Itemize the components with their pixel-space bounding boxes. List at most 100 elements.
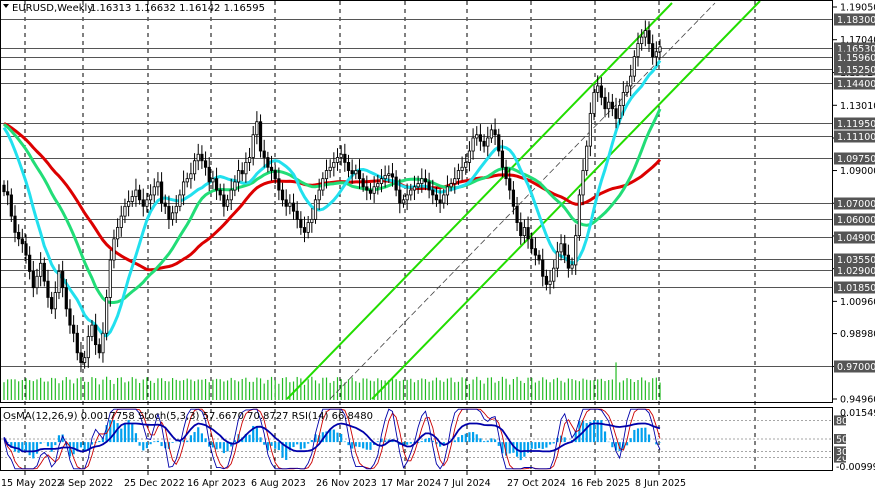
- candle-down: [280, 189, 285, 201]
- candle-up: [57, 271, 61, 293]
- x-tick-label: 16 Feb 2025: [571, 478, 630, 489]
- candle-down: [533, 248, 537, 256]
- level-label: 1.09750: [837, 154, 875, 165]
- indicator-label: OsMA(12,26,9) 0.0017758 Stoch(5,3,3) 57.…: [3, 411, 373, 422]
- x-tick-label: 15 May 2022: [1, 478, 63, 489]
- x-tick-label: 7 Jul 2024: [443, 478, 491, 489]
- candle-down: [64, 287, 68, 310]
- x-tick-label: 4 Sep 2022: [59, 478, 113, 489]
- candle-up: [90, 324, 94, 337]
- candle-up: [332, 162, 336, 168]
- candle-up: [324, 170, 329, 180]
- sub-level-box: [834, 434, 846, 444]
- dropdown-triangle-icon[interactable]: [3, 4, 9, 8]
- candle-up: [405, 194, 409, 201]
- candle-up: [548, 280, 552, 285]
- level-label-box: [834, 360, 875, 373]
- candle-down: [541, 259, 545, 277]
- candle-up: [577, 194, 581, 237]
- candle-down: [394, 176, 398, 191]
- candle-down: [508, 178, 512, 191]
- sub-level-label: 30: [836, 447, 848, 458]
- candle-up: [376, 183, 380, 188]
- candle-up: [632, 56, 636, 77]
- candle-up: [456, 170, 461, 180]
- candle-down: [167, 205, 171, 220]
- candle-up: [559, 243, 563, 253]
- candle-down: [273, 170, 277, 180]
- candle-up: [134, 189, 138, 197]
- level-label: 1.04900: [837, 233, 875, 244]
- candle-up: [592, 92, 596, 114]
- candle-up: [152, 186, 156, 196]
- candle-up: [464, 162, 468, 168]
- candle-up: [621, 92, 625, 106]
- candle-up: [123, 205, 127, 217]
- stoch-main-line: [3, 408, 661, 470]
- candle-up: [127, 201, 131, 207]
- candle-up: [486, 137, 490, 147]
- candle-up: [288, 202, 292, 207]
- y-tick-label: 1.17040: [840, 35, 875, 46]
- level-label-box: [834, 152, 875, 165]
- level-label-box: [834, 231, 875, 244]
- level-label-box: [834, 264, 875, 277]
- candle-down: [94, 324, 98, 346]
- candle-down: [511, 189, 516, 207]
- level-label-box: [834, 63, 875, 76]
- candle-up: [420, 178, 424, 184]
- x-tick-label: 26 Nov 2023: [316, 478, 377, 489]
- candle-up: [145, 199, 149, 207]
- candle-up: [130, 196, 134, 202]
- candle-down: [500, 150, 505, 168]
- x-tick-label: 25 Dec 2022: [124, 478, 185, 489]
- candle-up: [255, 121, 259, 136]
- candle-up: [412, 186, 417, 191]
- candle-down: [79, 352, 83, 363]
- candle-up: [489, 129, 494, 139]
- candle-up: [658, 46, 662, 53]
- candle-down: [302, 227, 307, 233]
- candle-up: [585, 145, 589, 171]
- candle-down: [526, 227, 530, 240]
- level-label-box: [834, 77, 875, 90]
- candle-up: [416, 183, 420, 188]
- level-label: 1.14400: [837, 79, 875, 90]
- candle-down: [222, 194, 226, 207]
- candle-up: [185, 178, 189, 183]
- candle-up: [86, 336, 90, 359]
- candle-down: [200, 153, 204, 162]
- candle-up: [116, 227, 120, 240]
- candle-down: [203, 160, 208, 168]
- candle-down: [537, 254, 541, 261]
- candle-up: [178, 194, 182, 207]
- candle-down: [478, 134, 483, 142]
- candle-down: [141, 199, 145, 207]
- candle-up: [112, 238, 116, 261]
- candle-down: [291, 202, 296, 212]
- sub-level-label: 50: [836, 435, 848, 446]
- candle-down: [163, 202, 167, 207]
- candle-up: [552, 267, 556, 282]
- candle-down: [17, 231, 21, 240]
- candle-down: [137, 189, 142, 201]
- candle-up: [317, 189, 321, 201]
- candle-down: [566, 254, 570, 269]
- level-label: 0.97000: [837, 362, 875, 373]
- candle-up: [574, 235, 578, 266]
- candle-up: [229, 189, 233, 201]
- candle-up: [148, 194, 153, 201]
- channel-mid-line: [329, 2, 716, 400]
- sub-level-box: [834, 452, 846, 463]
- x-tick-label: 27 Oct 2024: [507, 478, 566, 489]
- level-label: 1.02900: [837, 266, 875, 277]
- candle-up: [119, 215, 123, 228]
- candle-up: [170, 212, 175, 220]
- level-label-box: [834, 13, 875, 26]
- candle-down: [75, 332, 79, 354]
- level-label: 1.11950: [837, 119, 875, 130]
- level-label-box: [834, 213, 875, 226]
